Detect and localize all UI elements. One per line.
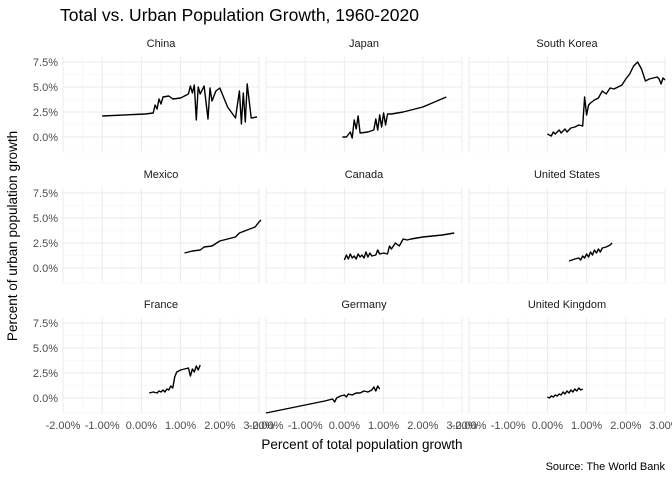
panel-united-states: United States: [468, 169, 666, 284]
series-line-china: [102, 83, 258, 125]
x-tick-label: 1.00%: [368, 420, 399, 432]
facet-label-mexico: Mexico: [144, 169, 179, 181]
y-tick-label: 7.5%: [33, 57, 58, 69]
x-tick-label: -1.00%: [491, 420, 526, 432]
x-tick-label: 2.00%: [204, 420, 235, 432]
x-tick-label: -2.00%: [46, 420, 81, 432]
x-tick-label: -1.00%: [85, 420, 120, 432]
x-tick-label: 0.00%: [329, 420, 360, 432]
y-axis-title: Percent of urban population growth: [5, 131, 20, 341]
panel-united-kingdom: United Kingdom: [468, 299, 666, 414]
x-tick-label: 3.00%: [649, 420, 672, 432]
y-axis-tick-labels: 0.0% 2.5% 5.0% 7.5% 0.0% 2.5% 5.0% 7.5% 0.0% 2.5%…: [33, 57, 58, 405]
x-tick-label: 0.00%: [532, 420, 563, 432]
y-tick-label: 5.0%: [33, 213, 58, 225]
facet-label-south-korea: South Korea: [536, 38, 598, 50]
x-tick-label: 1.00%: [165, 420, 196, 432]
panel-china: China: [62, 38, 260, 153]
x-tick-label: 2.00%: [407, 420, 438, 432]
series-line-japan: [342, 96, 447, 139]
y-tick-label: 7.5%: [33, 188, 58, 200]
panel-japan: Japan: [265, 38, 463, 153]
y-tick-label: 7.5%: [33, 318, 58, 330]
facet-label-united-states: United States: [534, 169, 601, 181]
series-line-france: [149, 364, 201, 394]
chart-caption: Source: The World Bank: [546, 461, 666, 473]
y-tick-label: 2.5%: [33, 107, 58, 119]
y-tick-label: 0.0%: [33, 393, 58, 405]
y-tick-label: 0.0%: [33, 263, 58, 275]
panel-france: France: [62, 299, 260, 414]
series-line-canada: [343, 232, 455, 261]
x-tick-label: 1.00%: [571, 420, 602, 432]
panel-germany: Germany: [265, 299, 463, 414]
facet-label-united-kingdom: United Kingdom: [528, 299, 606, 311]
facet-label-canada: Canada: [345, 169, 384, 181]
x-axis-tick-labels: -2.00% -1.00% 0.00% 1.00% 2.00% 3.00%-2.00% -1…: [46, 420, 672, 432]
y-tick-label: 5.0%: [33, 82, 58, 94]
x-tick-label: 2.00%: [610, 420, 641, 432]
y-tick-label: 0.0%: [33, 132, 58, 144]
y-tick-label: 2.5%: [33, 238, 58, 250]
x-tick-label: -1.00%: [288, 420, 323, 432]
series-line-south-korea: [547, 61, 666, 137]
series-line-united-states: [568, 242, 613, 262]
series-line-united-kingdom: [547, 387, 584, 399]
facet-label-china: China: [147, 38, 177, 50]
panel-south-korea: South Korea: [468, 38, 666, 153]
series-line-mexico: [184, 219, 262, 254]
x-tick-label: -2.00%: [249, 420, 284, 432]
y-tick-label: 2.5%: [33, 368, 58, 380]
facet-panels: China Japan South Korea Mexico Canada United …: [62, 38, 666, 414]
facet-label-france: France: [144, 299, 178, 311]
panel-canada: Canada: [265, 169, 463, 284]
panel-mexico: Mexico: [62, 169, 262, 284]
x-tick-label: 3.00%: [446, 420, 477, 432]
facet-label-germany: Germany: [341, 299, 387, 311]
facet-label-japan: Japan: [349, 38, 379, 50]
x-tick-label: 3.00%: [243, 420, 274, 432]
y-tick-label: 5.0%: [33, 343, 58, 355]
x-tick-label: 0.00%: [126, 420, 157, 432]
chart-title: Total vs. Urban Population Growth, 1960-…: [60, 5, 419, 25]
x-axis-title: Percent of total population growth: [261, 437, 462, 452]
series-line-germany: [265, 385, 381, 414]
x-tick-label: -2.00%: [452, 420, 487, 432]
